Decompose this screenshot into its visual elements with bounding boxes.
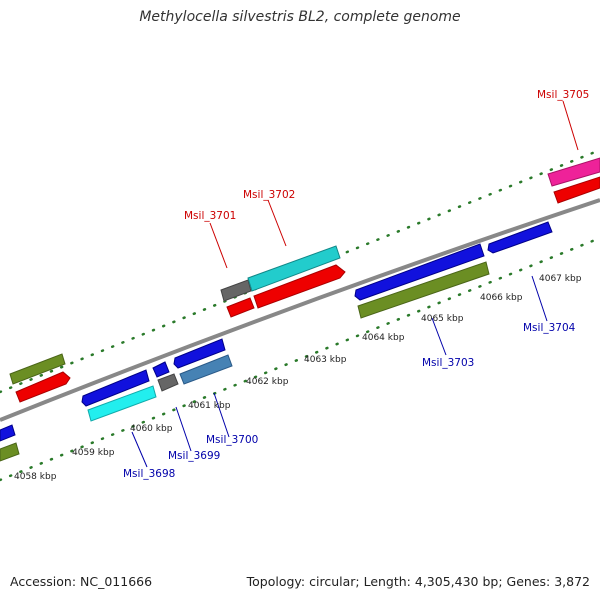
reverse-genes — [0, 221, 553, 462]
gene-red-3702 — [253, 264, 346, 309]
gene-olive-3703 — [357, 261, 490, 319]
accession-text: Accession: NC_011666 — [10, 574, 153, 589]
gene-label: Msil_3702 — [243, 189, 295, 201]
kbp-label: 4063 kbp — [304, 355, 347, 365]
gene-blue-3699 — [152, 361, 170, 378]
gene-label: Msil_3699 — [168, 450, 220, 462]
gene-gray-3701 — [220, 279, 252, 302]
gene-gray-3699 — [157, 373, 179, 392]
gene-magenta-3705 — [547, 157, 600, 187]
gene-blue-3700 — [173, 338, 226, 369]
kbp-label: 4061 kbp — [188, 401, 231, 411]
gene-label: Msil_3703 — [422, 357, 474, 369]
gene-cyan-3702 — [247, 245, 341, 292]
kbp-label: 4064 kbp — [362, 333, 405, 343]
kbp-label: 4065 kbp — [421, 314, 464, 324]
kbp-label: 4059 kbp — [72, 448, 115, 458]
gene-label: Msil_3704 — [523, 322, 576, 334]
gene-red-left — [15, 371, 71, 403]
gene-olive-left — [9, 353, 66, 385]
gene-blue-3698 — [81, 369, 150, 407]
map-title: Methylocella silvestris BL2, complete ge… — [139, 9, 461, 25]
kbp-label: 4067 kbp — [539, 274, 582, 284]
gene-cyan-3698 — [87, 385, 157, 422]
forward-genes — [9, 157, 600, 403]
gene-label: Msil_3698 — [123, 468, 175, 480]
gene-blue-3704 — [487, 221, 553, 254]
gene-red-3705 — [553, 176, 600, 204]
gene-red-3701 — [226, 297, 255, 318]
kbp-label: 4062 kbp — [246, 377, 289, 387]
callout-lines — [131, 100, 579, 468]
lower-scale-track — [0, 236, 600, 482]
gene-blue-3703 — [354, 243, 485, 301]
kbp-label: 4066 kbp — [480, 293, 523, 303]
kbp-label-group: 4058 kbp 4059 kbp 4060 kbp 4061 kbp 4062… — [14, 274, 582, 482]
gene-label: Msil_3700 — [206, 434, 258, 446]
kbp-label: 4060 kbp — [130, 424, 173, 434]
kbp-label: 4058 kbp — [14, 472, 57, 482]
gene-steelblue-3700 — [179, 354, 233, 385]
gene-label-group: Msil_3705 Msil_3702 Msil_3701 Msil_3703 … — [123, 89, 589, 480]
genome-summary-text: Topology: circular; Length: 4,305,430 bp… — [246, 574, 590, 589]
gene-blue-left — [0, 424, 16, 442]
gene-olive-bottom-left — [0, 442, 20, 462]
genome-backbone — [0, 198, 600, 422]
upper-scale-track — [0, 148, 600, 394]
gene-label: Msil_3701 — [184, 210, 236, 222]
gene-label: Msil_3705 — [537, 89, 589, 101]
